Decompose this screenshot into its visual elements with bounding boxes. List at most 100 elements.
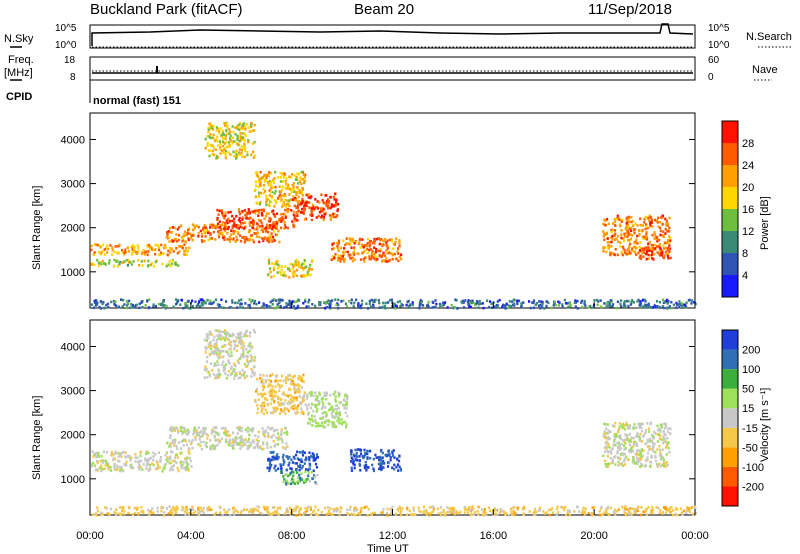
scatter-cell (522, 301, 525, 304)
scatter-cell (399, 511, 402, 515)
scatter-cell (353, 301, 356, 305)
scatter-cell (117, 452, 120, 455)
scatter-cell (261, 407, 264, 411)
scatter-cell (219, 511, 222, 514)
scatter-cell (637, 434, 640, 438)
scatter-cell (366, 307, 370, 310)
scatter-cell (235, 374, 238, 377)
scatter-cell (215, 344, 218, 347)
scatter-cell (247, 437, 250, 441)
scatter-cell (149, 245, 152, 249)
scatter-cell (304, 403, 307, 406)
scatter-cell (308, 458, 311, 462)
scatter-cell (240, 373, 243, 377)
scatter-cell (607, 442, 610, 446)
scatter-cell (517, 299, 521, 303)
scatter-cell (190, 442, 193, 446)
scatter-cell (236, 510, 239, 514)
scatter-cell (657, 506, 660, 510)
scatter-cell (320, 511, 323, 514)
scatter-cell (409, 512, 413, 516)
scatter-cell (244, 302, 247, 305)
scatter-cell (280, 410, 283, 413)
scatter-cell (262, 385, 266, 389)
scatter-cell (304, 202, 307, 205)
scatter-cell (613, 238, 616, 241)
scatter-cell (334, 400, 337, 403)
scatter-cell (311, 477, 314, 480)
scatter-cell (219, 373, 222, 376)
scatter-cell (624, 235, 627, 238)
scatter-cell (300, 191, 303, 194)
scatter-cell (360, 507, 363, 511)
scatter-cell (130, 263, 133, 266)
scatter-cell (602, 230, 605, 233)
scatter-cell (658, 454, 661, 457)
scatter-cell (188, 508, 191, 511)
scatter-cell (324, 506, 327, 510)
scatter-cell (193, 431, 196, 434)
scatter-cell (504, 304, 507, 308)
scatter-cell (293, 508, 296, 511)
scatter-cell (664, 506, 667, 509)
scatter-cell (134, 456, 137, 459)
scatter-cell (296, 390, 299, 394)
power-marks (90, 121, 697, 310)
scatter-cell (638, 439, 641, 442)
scatter-cell (300, 472, 303, 475)
scatter-cell (661, 223, 664, 226)
scatter-cell (136, 244, 139, 247)
scatter-cell (613, 434, 616, 437)
scatter-cell (665, 446, 668, 449)
scatter-cell (550, 306, 553, 310)
scatter-cell (286, 226, 289, 230)
scatter-cell (296, 383, 300, 386)
scatter-cell (387, 449, 390, 452)
scatter-cell (662, 256, 665, 260)
scatter-cell (248, 221, 251, 225)
scatter-cell (211, 128, 214, 131)
scatter-cell (603, 436, 606, 439)
scatter-cell (690, 506, 693, 509)
scatter-cell (499, 508, 502, 511)
scatter-cell (261, 230, 265, 233)
scatter-cell (297, 481, 300, 485)
scatter-cell (284, 426, 288, 430)
scatter-cell (165, 507, 168, 510)
scatter-cell (240, 340, 243, 343)
scatter-cell (171, 506, 175, 509)
scatter-cell (225, 128, 228, 132)
scatter-cell (218, 349, 221, 353)
scatter-cell (268, 171, 271, 174)
scatter-cell (118, 243, 121, 247)
scatter-cell (630, 216, 633, 219)
scatter-cell (198, 300, 201, 303)
scatter-cell (218, 303, 221, 307)
scatter-cell (545, 300, 548, 303)
scatter-cell (637, 251, 640, 255)
scatter-cell (216, 303, 219, 306)
scatter-cell (315, 410, 318, 413)
scatter-cell (613, 229, 617, 232)
scatter-cell (389, 456, 392, 459)
scatter-cell (668, 305, 671, 308)
scatter-cell (312, 209, 315, 212)
scatter-cell (355, 454, 358, 457)
scatter-cell (282, 274, 285, 277)
scatter-cell (293, 273, 296, 276)
scatter-cell (251, 226, 255, 230)
scatter-cell (636, 454, 639, 457)
scatter-cell (666, 437, 669, 440)
scatter-cell (358, 462, 361, 466)
scatter-cell (371, 251, 374, 254)
scatter-cell (292, 265, 295, 268)
scatter-cell (268, 262, 271, 265)
scatter-cell (626, 426, 630, 430)
scatter-cell (640, 429, 644, 433)
scatter-cell (150, 246, 153, 250)
scatter-cell (621, 452, 624, 455)
scatter-cell (314, 403, 317, 407)
scatter-cell (292, 471, 295, 474)
scatter-cell (169, 455, 172, 458)
scatter-cell (286, 510, 289, 514)
